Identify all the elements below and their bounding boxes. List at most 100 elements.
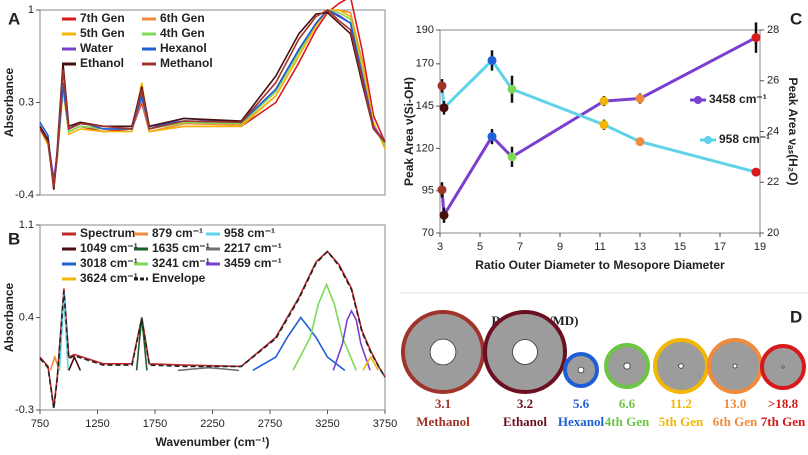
y2-tick-label: 20 [767,227,779,239]
x-tick-label: 19 [754,241,766,253]
x-tick-label: 5 [477,241,483,253]
data-point [751,33,761,43]
series-line [292,282,358,371]
series-line [252,316,346,372]
series-line [177,366,239,372]
y-tick-label: 70 [422,227,434,239]
data-point [751,167,761,177]
legend-label: 3241 cm⁻¹ [152,256,210,270]
y-tick-label: 95 [422,185,434,197]
y-tick-label: 0.3 [19,96,34,108]
data-point [487,55,497,65]
y2-axis-title: Peak Area νₐₛ(H₂O) [786,78,800,186]
x-tick-label: 1250 [85,418,109,430]
legend-label: 958 cm⁻¹ [719,132,770,146]
y-tick-label: 120 [416,142,434,154]
solvent-label: 7th Gen [761,414,806,429]
data-point [487,132,497,142]
legend-marker [694,96,702,104]
legend-label: 7th Gen [80,11,125,25]
legend-marker [704,136,712,144]
legend-label: 3018 cm⁻¹ [80,256,138,270]
legend-label: Hexanol [160,41,207,55]
solvent-label: Methanol [416,414,470,429]
legend-label: 6th Gen [160,11,205,25]
legend-label: 2217 cm⁻¹ [224,241,282,255]
legend-label: Spectrum [80,226,135,240]
data-point [635,94,645,104]
pore-hole [429,338,457,366]
x-tick-label: 7 [517,241,523,253]
x-tick-label: 1750 [143,418,167,430]
data-point [439,103,449,113]
legend-label: 1049 cm⁻¹ [80,241,138,255]
pore-hole [623,362,631,370]
pore-hole [512,339,538,365]
series-line [39,9,386,188]
ratio-label: 5.6 [573,396,590,411]
y-tick-label: 190 [416,24,434,36]
legend-label: 879 cm⁻¹ [152,226,203,240]
y2-tick-label: 24 [767,125,779,137]
data-point [437,81,447,91]
data-point [599,120,609,130]
x-axis-title: Ratio Outer Diameter to Mesopore Diamete… [475,258,725,272]
x-tick-label: 15 [674,241,686,253]
y2-tick-label: 28 [767,24,779,36]
pore-hole [781,365,785,369]
data-point [599,96,609,106]
panel-label: C [790,9,802,28]
x-tick-label: 3 [437,241,443,253]
ratio-label: 3.1 [435,396,451,411]
x-tick-label: 750 [31,418,49,430]
x-tick-label: 2750 [258,418,282,430]
x-tick-label: 3750 [373,418,397,430]
legend-label: 4th Gen [160,26,205,40]
x-tick-label: 9 [557,241,563,253]
legend-label: Envelope [152,271,206,285]
x-tick-label: 13 [634,241,646,253]
y-tick-label: 1 [28,4,34,16]
panel-label: B [8,229,20,248]
y2-tick-label: 26 [767,75,779,87]
ratio-label: 13.0 [724,396,747,411]
legend-label: Ethanol [80,56,124,70]
ratio-label: 6.6 [619,396,636,411]
legend-label: 1635 cm⁻¹ [152,241,210,255]
data-point [507,152,517,162]
x-tick-label: 11 [594,241,605,253]
data-point [635,137,645,147]
x-axis-title: Wavenumber (cm⁻¹) [156,435,270,449]
data-point [507,84,517,94]
legend-label: Water [80,41,113,55]
legend-label: 3458 cm⁻¹ [709,92,767,106]
ratio-label: 11.2 [670,396,692,411]
pore-hole [678,363,684,369]
solvent-label: Hexanol [558,414,605,429]
legend-label: Methanol [160,56,213,70]
data-point [437,185,447,195]
series-line [68,355,82,371]
ratio-label: >18.8 [768,396,799,411]
pore-hole [577,366,585,374]
ratio-label: 3.2 [517,396,533,411]
legend-label: 958 cm⁻¹ [224,226,275,240]
solvent-label: 6th Gen [713,414,758,429]
y-tick-label: -0.4 [15,189,34,201]
series-line [362,355,379,371]
y-tick-label: 145 [416,100,434,112]
legend-label: 5th Gen [80,26,125,40]
y2-tick-label: 22 [767,176,779,188]
series-line [440,58,757,174]
y-tick-label: 170 [416,58,434,70]
panel-label: A [8,9,20,28]
x-tick-label: 17 [714,241,726,253]
panel-label: D [790,307,802,326]
series-line [135,317,148,371]
data-point [439,210,449,220]
x-tick-label: 2250 [200,418,224,430]
solvent-label: Ethanol [503,414,547,429]
solvent-label: 4th Gen [605,414,650,429]
y-tick-label: 1.1 [19,219,34,231]
